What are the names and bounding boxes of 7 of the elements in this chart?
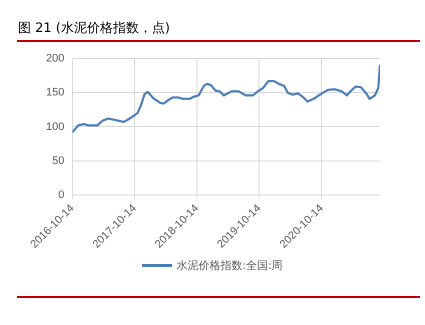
y-tick-label: 200 (46, 52, 64, 65)
y-tick-label: 50 (52, 154, 64, 167)
chart-title: 图 21 (水泥价格指数，点) (18, 20, 170, 37)
y-tick-label: 150 (46, 86, 64, 99)
y-tick-label: 0 (58, 188, 64, 201)
legend-label: 水泥价格指数:全国:周 (176, 259, 283, 272)
y-tick-label: 100 (46, 120, 64, 133)
